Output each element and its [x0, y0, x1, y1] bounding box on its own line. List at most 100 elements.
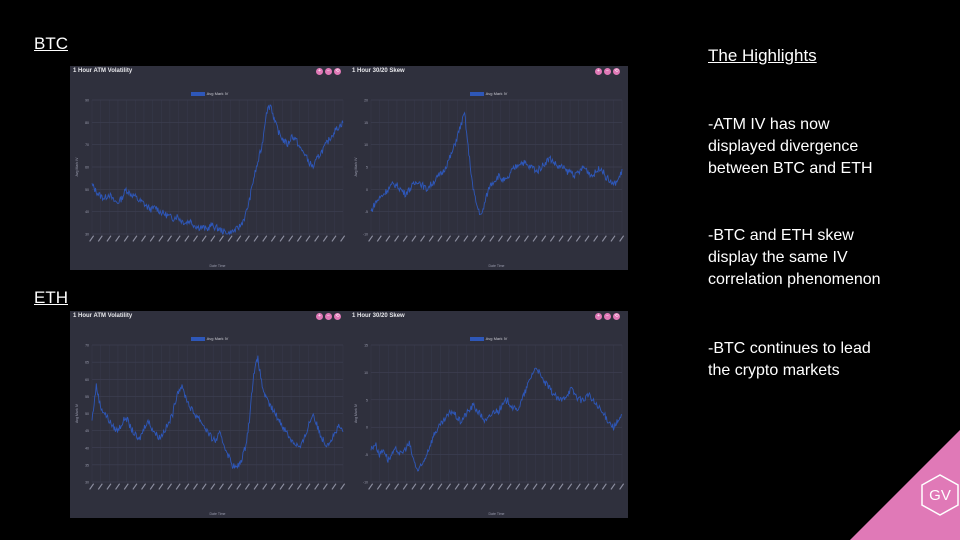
chart-plot-svg: 30 35 40 45 50 55 60 65 70 Avg Mark IV Date Time	[75, 344, 346, 516]
x-tick-label	[167, 483, 173, 490]
x-tick-label	[368, 483, 374, 490]
reset-zoom-icon[interactable]: ⟲	[613, 68, 620, 75]
chart-legend[interactable]: Avg Mark IV	[70, 91, 349, 96]
x-tick-label	[437, 483, 443, 490]
legend-label: Avg Mark IV	[485, 336, 508, 341]
x-tick-label	[515, 235, 521, 242]
zoom-out-icon[interactable]: −	[325, 68, 332, 75]
x-tick-label	[184, 483, 190, 490]
y-tick-label: 80	[85, 121, 89, 125]
x-tick-label	[279, 235, 285, 242]
x-tick-label	[532, 235, 538, 242]
x-tick-label	[167, 235, 173, 242]
legend-swatch	[469, 336, 484, 341]
x-tick-label	[262, 483, 268, 490]
x-tick-label	[463, 483, 469, 490]
y-tick-label: -5	[365, 453, 368, 457]
x-tick-label	[89, 235, 95, 242]
x-tick-label	[394, 235, 400, 242]
y-tick-label: 60	[85, 378, 89, 382]
zoom-in-icon[interactable]: +	[316, 68, 323, 75]
x-tick-label	[296, 483, 302, 490]
x-tick-label	[158, 483, 164, 490]
x-tick-label	[331, 483, 337, 490]
x-tick-label	[446, 235, 452, 242]
gv-logo-corner: GV	[850, 430, 960, 540]
zoom-out-icon[interactable]: −	[325, 313, 332, 320]
x-tick-label	[288, 235, 294, 242]
chart-legend[interactable]: Avg Mark IV	[70, 336, 349, 341]
x-tick-label	[480, 235, 486, 242]
zoom-in-icon[interactable]: +	[595, 68, 602, 75]
x-tick-label	[115, 235, 121, 242]
x-tick-label	[175, 235, 181, 242]
y-tick-label: 65	[85, 361, 89, 365]
x-tick-label	[218, 235, 224, 242]
reset-zoom-icon[interactable]: ⟲	[613, 313, 620, 320]
y-tick-label: 15	[364, 121, 368, 125]
x-tick-label	[428, 483, 434, 490]
chart-legend[interactable]: Avg Mark IV	[349, 336, 628, 341]
x-tick-label	[262, 235, 268, 242]
x-tick-label	[593, 483, 599, 490]
x-tick-label	[497, 483, 503, 490]
x-tick-label	[279, 483, 285, 490]
x-tick-label	[497, 235, 503, 242]
series-line	[91, 104, 344, 236]
chart-title: 1 Hour ATM Volatility	[73, 313, 133, 319]
x-tick-label	[158, 235, 164, 242]
y-axis-label: Avg Mark IV	[354, 403, 358, 423]
x-tick-label	[141, 235, 147, 242]
btc-skew-chart: -10 -5 0 5 10 15 20 Avg Mark IV Date Time 1 Hour …	[349, 66, 628, 270]
x-axis-label: Date Time	[489, 264, 505, 268]
x-tick-label	[149, 483, 155, 490]
zoom-in-icon[interactable]: +	[595, 313, 602, 320]
y-tick-label: 0	[366, 188, 368, 192]
reset-zoom-icon[interactable]: ⟲	[334, 313, 341, 320]
chart-title: 1 Hour 30/20 Skew	[352, 313, 405, 319]
x-tick-label	[575, 483, 581, 490]
x-tick-label	[506, 483, 512, 490]
x-tick-label	[149, 235, 155, 242]
y-tick-label: -5	[365, 210, 368, 214]
x-tick-label	[610, 235, 616, 242]
x-tick-label	[97, 483, 103, 490]
zoom-out-icon[interactable]: −	[604, 313, 611, 320]
y-tick-label: 10	[364, 143, 368, 147]
x-tick-label	[523, 235, 529, 242]
y-tick-label: -10	[363, 233, 368, 237]
x-tick-label	[549, 483, 555, 490]
x-tick-label	[567, 235, 573, 242]
x-tick-label	[402, 235, 408, 242]
x-tick-label	[394, 483, 400, 490]
chart-title: 1 Hour ATM Volatility	[73, 68, 133, 74]
y-tick-label: 5	[366, 166, 368, 170]
zoom-out-icon[interactable]: −	[604, 68, 611, 75]
chart-toolbar: + − ⟲	[316, 313, 341, 320]
x-tick-label	[236, 483, 242, 490]
legend-label: Avg Mark IV	[206, 91, 229, 96]
highlight-skew: -BTC and ETH skew display the same IV co…	[708, 227, 881, 288]
chart-legend[interactable]: Avg Mark IV	[349, 91, 628, 96]
x-tick-label	[376, 235, 382, 242]
y-tick-label: 50	[85, 188, 89, 192]
x-tick-label	[619, 483, 625, 490]
x-tick-label	[532, 483, 538, 490]
x-tick-label	[411, 235, 417, 242]
x-tick-label	[385, 483, 391, 490]
zoom-in-icon[interactable]: +	[316, 313, 323, 320]
reset-zoom-icon[interactable]: ⟲	[334, 68, 341, 75]
x-tick-label	[218, 483, 224, 490]
x-tick-label	[523, 483, 529, 490]
x-tick-label	[236, 235, 242, 242]
y-tick-label: 10	[364, 371, 368, 375]
y-tick-label: 90	[85, 99, 89, 103]
series-line	[370, 111, 623, 216]
series-line	[91, 355, 344, 470]
y-tick-label: 5	[366, 398, 368, 402]
x-tick-label	[471, 235, 477, 242]
x-tick-label	[106, 235, 112, 242]
legend-label: Avg Mark IV	[206, 336, 229, 341]
x-axis-label: Date Time	[210, 512, 226, 516]
x-tick-label	[244, 483, 250, 490]
